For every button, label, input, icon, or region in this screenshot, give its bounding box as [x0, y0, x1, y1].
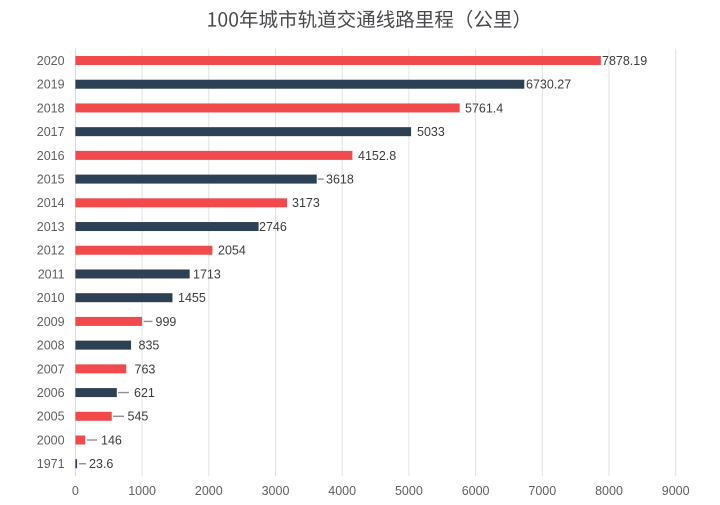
svg-text:146: 146 [101, 433, 122, 447]
svg-text:2011: 2011 [38, 267, 65, 281]
svg-text:2017: 2017 [37, 125, 65, 139]
svg-text:2006: 2006 [37, 386, 65, 400]
svg-text:8000: 8000 [595, 484, 623, 498]
svg-text:2018: 2018 [37, 101, 65, 115]
svg-text:9000: 9000 [662, 484, 690, 498]
svg-text:2005: 2005 [37, 410, 65, 424]
svg-text:1713: 1713 [193, 267, 221, 281]
svg-text:2010: 2010 [37, 291, 65, 305]
svg-text:23.6: 23.6 [89, 457, 113, 471]
svg-text:6000: 6000 [462, 484, 490, 498]
svg-text:2014: 2014 [37, 196, 65, 210]
svg-text:2000: 2000 [37, 433, 65, 447]
svg-text:545: 545 [128, 410, 149, 424]
svg-text:4152.8: 4152.8 [358, 149, 396, 163]
svg-text:1455: 1455 [178, 291, 206, 305]
svg-text:763: 763 [135, 362, 156, 376]
svg-text:3618: 3618 [326, 173, 354, 187]
svg-text:7878.19: 7878.19 [602, 54, 647, 68]
svg-text:2016: 2016 [37, 149, 65, 163]
svg-text:621: 621 [134, 386, 155, 400]
svg-text:1000: 1000 [128, 484, 156, 498]
svg-text:3173: 3173 [292, 196, 320, 210]
svg-text:2746: 2746 [259, 220, 287, 234]
svg-text:2000: 2000 [195, 484, 223, 498]
svg-text:2019: 2019 [37, 78, 65, 92]
svg-text:2015: 2015 [37, 173, 65, 187]
svg-text:7000: 7000 [528, 484, 556, 498]
svg-text:5033: 5033 [417, 125, 445, 139]
svg-text:2007: 2007 [37, 362, 65, 376]
svg-text:835: 835 [139, 339, 160, 353]
svg-text:5000: 5000 [395, 484, 423, 498]
svg-text:3000: 3000 [262, 484, 290, 498]
svg-text:1971: 1971 [37, 457, 65, 471]
svg-text:2013: 2013 [37, 220, 65, 234]
svg-text:2020: 2020 [37, 54, 65, 68]
svg-text:2012: 2012 [37, 244, 65, 258]
svg-text:5761.4: 5761.4 [465, 101, 503, 115]
svg-text:999: 999 [156, 315, 177, 329]
svg-text:2054: 2054 [218, 244, 246, 258]
svg-text:6730.27: 6730.27 [526, 78, 571, 92]
svg-text:2009: 2009 [37, 315, 65, 329]
svg-text:4000: 4000 [328, 484, 356, 498]
svg-text:2008: 2008 [37, 339, 65, 353]
svg-text:0: 0 [72, 484, 79, 498]
